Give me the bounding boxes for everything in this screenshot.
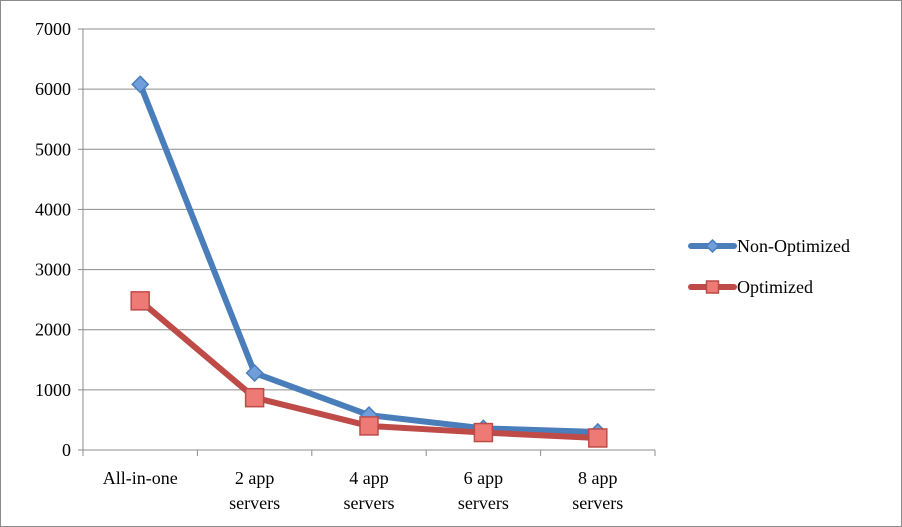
legend: Non-Optimized Optimized xyxy=(688,236,850,297)
y-tick-label: 5000 xyxy=(35,139,71,159)
x-tick-label: 2 app servers xyxy=(229,468,280,513)
data-point-diamond xyxy=(131,75,150,94)
y-tick-labels: 0 1000 2000 3000 4000 5000 6000 7000 xyxy=(35,19,71,460)
y-tick-label: 4000 xyxy=(35,199,71,219)
series-layer xyxy=(130,75,608,448)
series-optimized xyxy=(130,291,608,448)
legend-entry: Non-Optimized xyxy=(688,236,850,256)
y-tick-label: 1000 xyxy=(35,380,71,400)
x-tick-label: 4 app servers xyxy=(344,468,395,513)
data-point-square xyxy=(705,280,720,294)
axes xyxy=(78,28,656,456)
gridlines xyxy=(83,28,655,391)
data-point-square xyxy=(244,387,265,408)
x-tick-labels: All-in-one 2 app servers 4 app servers 6 app s… xyxy=(103,468,624,513)
data-point-square xyxy=(359,416,379,436)
x-tick-label: All-in-one xyxy=(103,468,178,488)
legend-label: Optimized xyxy=(737,277,813,297)
legend-entry: Optimized xyxy=(688,277,813,297)
data-point-square xyxy=(473,422,494,443)
x-tick-label: 8 app servers xyxy=(572,468,623,513)
data-point-square xyxy=(130,291,150,311)
series-non-optimized xyxy=(131,75,607,442)
data-point-square xyxy=(588,428,608,448)
series-line xyxy=(137,81,601,435)
data-point-diamond xyxy=(705,238,720,254)
data-point-diamond xyxy=(245,363,264,383)
y-tick-label: 7000 xyxy=(35,19,71,39)
x-tick-label: 6 app servers xyxy=(458,468,509,513)
legend-label: Non-Optimized xyxy=(737,236,850,256)
y-tick-label: 2000 xyxy=(35,320,71,340)
y-tick-label: 3000 xyxy=(35,260,71,280)
y-tick-label: 6000 xyxy=(35,79,71,99)
y-tick-label: 0 xyxy=(62,440,71,460)
